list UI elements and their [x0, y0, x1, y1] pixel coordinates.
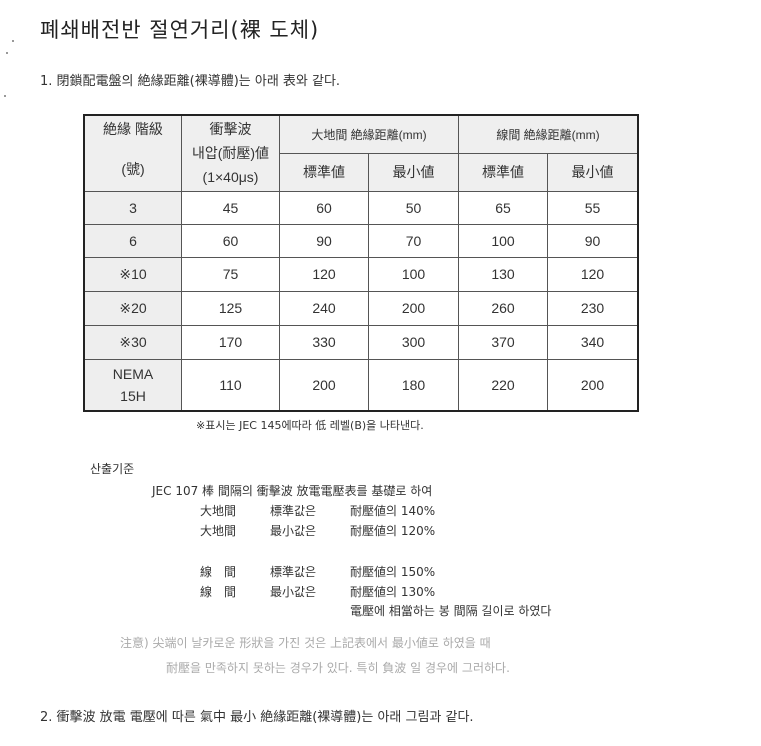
scan-speck [4, 95, 6, 97]
cell-phase-min: 90 [547, 223, 639, 258]
header-ground-std: 標準値 [279, 152, 369, 192]
header-phase-std: 標準値 [458, 152, 548, 192]
insulation-distance-table: 絶緣 階級 (號) 衝擊波 내압(耐壓)値 (1×40μs) 大地間 絶緣距離(… [83, 114, 639, 412]
cell-phase-std: 260 [458, 290, 548, 326]
cell-ground-std: 200 [279, 358, 369, 412]
cell-impulse: 60 [181, 223, 280, 258]
basis-line-c: 耐壓値의 150% [350, 565, 436, 579]
cell-ground-std: 330 [279, 324, 369, 360]
table-row: ※30 170 330 300 370 340 [83, 324, 639, 360]
cell-impulse: 75 [181, 256, 280, 292]
header-ground: 大地間 絶緣距離(mm) [279, 114, 459, 154]
table-row: 3 45 60 50 65 55 [83, 190, 639, 225]
header-class-label: 絶緣 階級 [103, 121, 163, 137]
cell-ground-std: 90 [279, 223, 369, 258]
cell-phase-std: 100 [458, 223, 548, 258]
header-impulse: 衝擊波 내압(耐壓)値 (1×40μs) [181, 114, 280, 192]
basis-line-a: 大地間 [200, 504, 237, 518]
basis-closing: 電壓에 相當하는 봉 間隔 길이로 하였다 [350, 604, 552, 618]
caution-line-2: 耐壓을 만족하지 못하는 경우가 있다. 특히 負波 일 경우에 그러하다. [166, 661, 510, 675]
table-row: ※10 75 120 100 130 120 [83, 256, 639, 292]
cell-class: ※30 [83, 324, 182, 360]
cell-class: 6 [83, 223, 182, 258]
basis-line-b: 標準값은 [270, 504, 317, 518]
page-title: 폐쇄배전반 절연거리(裸 도체) [40, 18, 320, 42]
basis-line-a: 線 間 [200, 585, 237, 599]
basis-line-b: 最小값은 [270, 585, 317, 599]
cell-impulse: 125 [181, 290, 280, 326]
basis-line-c: 耐壓値의 130% [350, 585, 436, 599]
header-class-unit: (號) [121, 161, 145, 177]
cell-ground-min: 300 [368, 324, 459, 360]
cell-phase-min: 120 [547, 256, 639, 292]
cell-ground-min: 200 [368, 290, 459, 326]
cell-class-line1: NEMA [112, 365, 154, 382]
header-impulse-line2: 내압(耐壓)値 [191, 145, 270, 162]
cell-class: NEMA 15H [83, 358, 182, 412]
cell-ground-min: 180 [368, 358, 459, 412]
basis-line-a: 線 間 [200, 565, 237, 579]
cell-phase-std: 65 [458, 190, 548, 225]
cell-ground-std: 60 [279, 190, 369, 225]
cell-impulse: 170 [181, 324, 280, 360]
basis-line-b: 標準값은 [270, 565, 317, 579]
header-impulse-line3: (1×40μs) [202, 169, 259, 186]
cell-class-line2: 15H [120, 387, 146, 404]
header-class: 絶緣 階級 (號) [83, 114, 182, 192]
cell-impulse: 110 [181, 358, 280, 412]
cell-ground-std: 240 [279, 290, 369, 326]
table-row: 6 60 90 70 100 90 [83, 223, 639, 258]
table-row: ※20 125 240 200 260 230 [83, 290, 639, 326]
basis-line-b: 最小값은 [270, 524, 317, 538]
basis-line-a: 大地間 [200, 524, 237, 538]
cell-ground-min: 50 [368, 190, 459, 225]
cell-class: ※20 [83, 290, 182, 326]
cell-ground-min: 70 [368, 223, 459, 258]
basis-line-c: 耐壓値의 120% [350, 524, 436, 538]
cell-phase-std: 130 [458, 256, 548, 292]
scan-speck [12, 40, 14, 42]
cell-phase-std: 220 [458, 358, 548, 412]
header-phase-min: 最小値 [547, 152, 639, 192]
basis-intro: JEC 107 棒 間隔의 衝擊波 放電電壓表를 基礎로 하여 [152, 484, 433, 498]
scan-speck [6, 52, 8, 54]
section-1-heading: 1. 閉鎖配電盤의 絶緣距離(裸導體)는 아래 表와 같다. [40, 74, 341, 89]
header-phase: 線間 絶緣距離(mm) [458, 114, 639, 154]
cell-impulse: 45 [181, 190, 280, 225]
cell-class: 3 [83, 190, 182, 225]
cell-ground-min: 100 [368, 256, 459, 292]
basis-line-c: 耐壓値의 140% [350, 504, 436, 518]
header-ground-min: 最小値 [368, 152, 459, 192]
cell-phase-min: 200 [547, 358, 639, 412]
cell-phase-min: 55 [547, 190, 639, 225]
caution-line-1: 注意) 尖端이 날카로운 形狀을 가진 것은 上記表에서 最小値로 하였을 때 [120, 636, 491, 650]
basis-title: 산출기준 [90, 462, 135, 476]
header-impulse-line1: 衝擊波 [209, 121, 252, 138]
cell-class: ※10 [83, 256, 182, 292]
section-2-heading: 2. 衝擊波 放電 電壓에 따른 氣中 最小 絶緣距離(裸導體)는 아래 그림과… [40, 710, 474, 725]
cell-phase-std: 370 [458, 324, 548, 360]
cell-ground-std: 120 [279, 256, 369, 292]
table-footnote: ※표시는 JEC 145에따라 低 레벨(B)을 나타낸다. [196, 419, 424, 432]
table-row: NEMA 15H 110 200 180 220 200 [83, 358, 639, 412]
cell-phase-min: 230 [547, 290, 639, 326]
cell-phase-min: 340 [547, 324, 639, 360]
